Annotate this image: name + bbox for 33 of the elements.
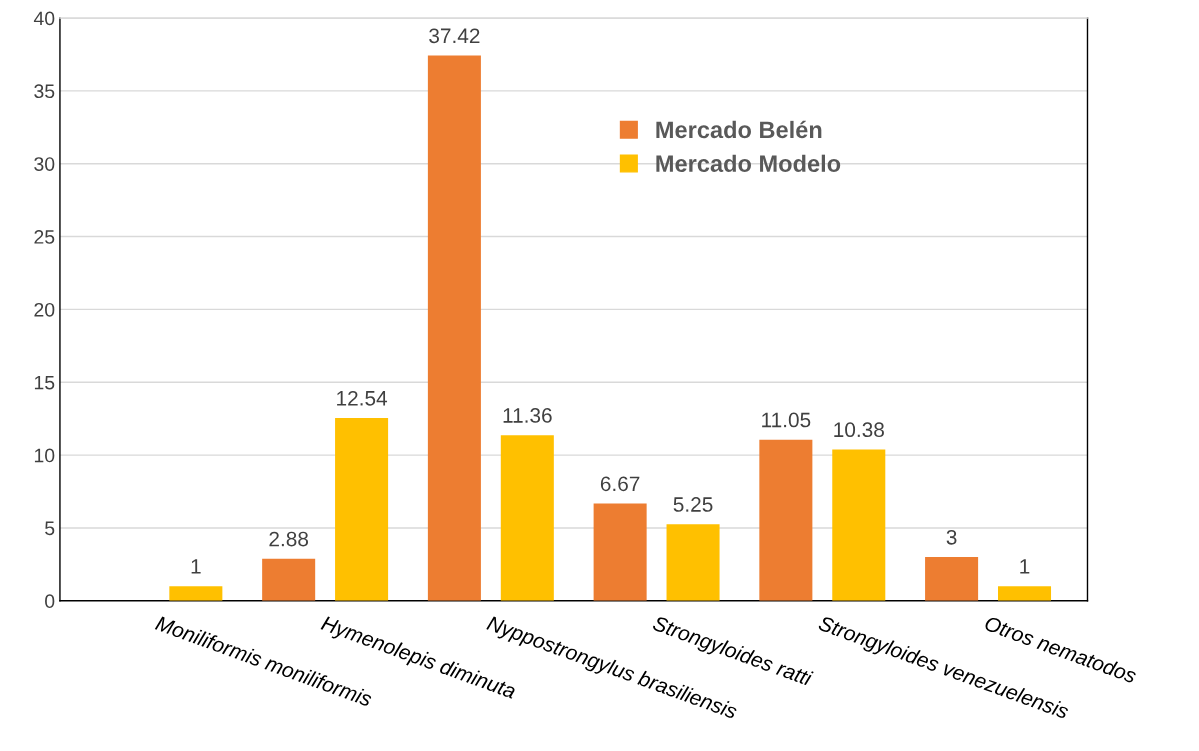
bar [335, 418, 389, 601]
data-label: 1 [191, 559, 201, 574]
data-label: 6.67 [600, 476, 640, 492]
data-label: 11.05 [762, 412, 811, 428]
y-tick-label: 40 [33, 11, 55, 26]
data-label: 10.38 [834, 422, 884, 438]
y-tick-label: 30 [34, 157, 55, 171]
data-label: 37.42 [429, 28, 480, 44]
bar [500, 435, 554, 601]
data-label: 2.88 [269, 531, 309, 547]
y-tick-label: 0 [45, 594, 55, 609]
y-tick-label: 20 [34, 302, 55, 317]
y-tick-label: 35 [34, 84, 55, 99]
y-tick-label: 15 [34, 375, 55, 390]
bar [759, 439, 813, 601]
bar [998, 586, 1052, 601]
data-label: 3 [946, 529, 957, 545]
data-label: 11.36 [503, 408, 552, 423]
legend-label: Mercado Modelo [656, 154, 841, 173]
bar [832, 449, 886, 601]
bar [666, 524, 720, 601]
bar [427, 55, 481, 601]
y-tick-label: 5 [45, 521, 55, 536]
bar [169, 586, 223, 601]
y-tick-label: 25 [34, 230, 55, 244]
bar [925, 557, 979, 601]
data-label: 5.25 [673, 497, 713, 512]
bar [262, 558, 316, 601]
data-label: 1 [1020, 559, 1030, 574]
y-tick-label: 10 [34, 448, 55, 463]
bar [593, 503, 647, 601]
legend-label: Mercado Belén [656, 120, 822, 139]
data-label: 12.54 [337, 390, 388, 406]
